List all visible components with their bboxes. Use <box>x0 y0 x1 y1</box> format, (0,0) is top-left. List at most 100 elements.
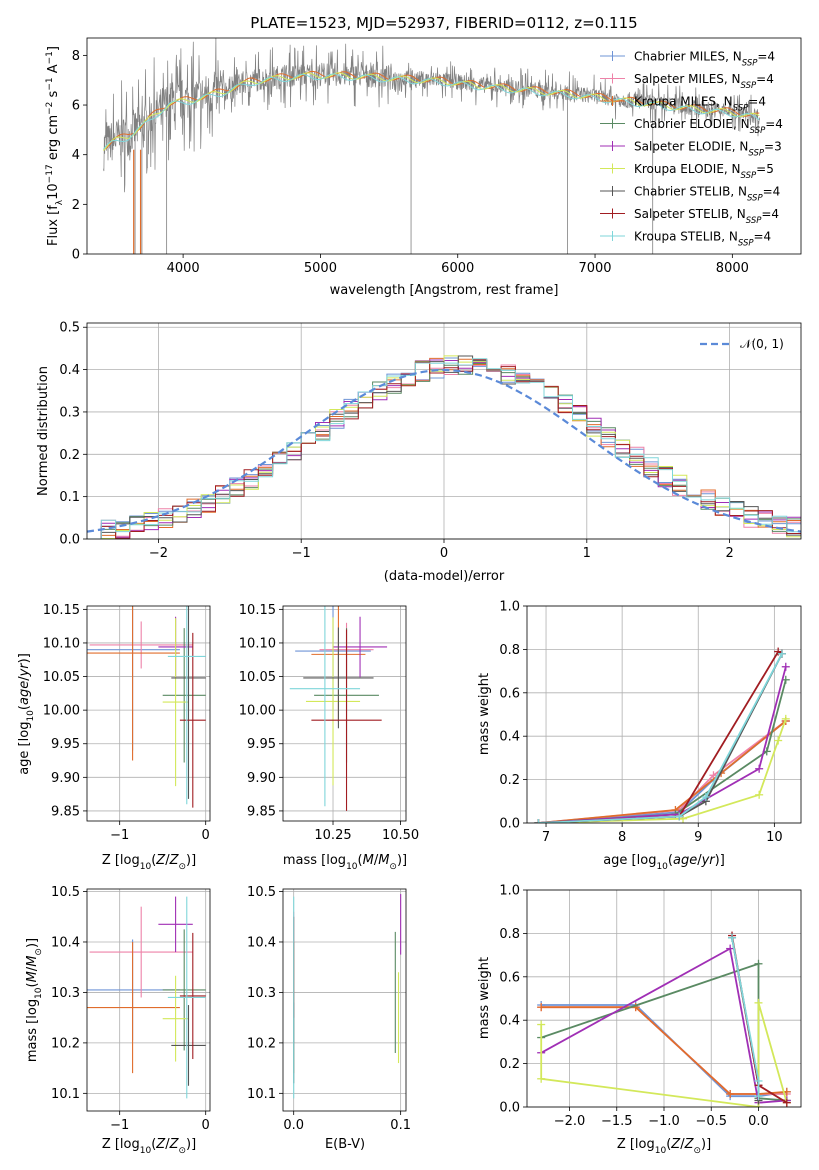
legend-entry-part: =4 <box>756 72 774 86</box>
x-axis-label-part: )] <box>397 853 407 868</box>
x-tick-label: −2 <box>149 546 168 561</box>
x-tick-label: 2 <box>725 546 733 561</box>
y-axis-label: mass weight <box>477 673 492 755</box>
legend-entry-part: Chabrier STELIB, N <box>634 185 747 199</box>
x-axis-label-part: Z <box>155 1137 166 1152</box>
grid-layer <box>87 323 801 1111</box>
x-tick-label: −1.0 <box>648 1114 680 1129</box>
y-axis-label-part: M <box>25 956 40 967</box>
x-tick-label: −0.5 <box>695 1114 727 1129</box>
legend-entry: 𝒩(0, 1) <box>740 337 784 351</box>
y-tick-label: 0.8 <box>499 927 520 942</box>
y-tick-label: 9.90 <box>51 771 80 786</box>
y-tick-label: 10.2 <box>247 1036 276 1051</box>
y-tick-label: 0.6 <box>499 686 520 701</box>
y-tick-label: 0.1 <box>59 490 80 505</box>
y-tick-label: 1.0 <box>499 884 520 899</box>
y-axis-label-part: yr <box>17 662 32 678</box>
legend-entry-part: SSP <box>733 104 749 114</box>
y-axis-label-part: 10 <box>34 987 44 999</box>
y-tick-label: 9.90 <box>247 771 276 786</box>
y-axis-label-part: −2 <box>45 102 55 115</box>
x-axis-label-part: Z [log <box>617 1137 655 1152</box>
y-axis-label-part: λ <box>55 199 65 205</box>
x-tick-label: 8000 <box>716 261 749 276</box>
y-axis-label-part: ( <box>25 982 40 987</box>
legend-entry-part: Chabrier ELODIE, N <box>634 117 750 131</box>
axes-frame <box>526 605 802 824</box>
x-tick-label: 0.0 <box>748 1114 769 1129</box>
x-tick-label: 0 <box>202 1118 210 1133</box>
x-axis-label-part: )] <box>715 853 725 868</box>
axes-frame <box>282 888 407 1112</box>
legend-entry-part: SSP <box>741 81 757 91</box>
y-axis-label-part: ⊙ <box>34 948 44 956</box>
series-line <box>538 718 787 823</box>
x-axis-label-part: )] <box>186 853 196 868</box>
y-axis-label: Flux [fλ10−17 erg cm−2 s−1 A−1] <box>45 46 65 246</box>
x-axis-label-part: ( <box>668 853 673 868</box>
x-tick-label: −1 <box>292 546 311 561</box>
x-axis-label: Z [log10(Z/Z⊙)] <box>102 1137 196 1156</box>
x-axis-label-part: / <box>697 853 702 868</box>
legend-entry: Salpeter MILES, NSSP=4 <box>634 72 774 91</box>
axes-layer <box>83 37 802 1115</box>
y-tick-label: 10.4 <box>247 935 276 950</box>
legend-entry-part: Salpeter STELIB, N <box>634 207 746 221</box>
histogram-step <box>87 358 801 539</box>
x-tick-label: 1 <box>583 546 591 561</box>
legend-entry-part: Kroupa STELIB, N <box>634 230 738 244</box>
x-tick-label: 10.25 <box>314 828 351 843</box>
legend-entry-part: SSP <box>746 216 762 226</box>
y-axis-label: Normed distribution <box>36 366 51 496</box>
x-axis-label-part: Z [log <box>102 853 140 868</box>
x-axis-label-part: / <box>680 1137 685 1152</box>
model-fit-line <box>103 70 760 151</box>
legend-entry: Salpeter STELIB, NSSP=4 <box>634 207 779 226</box>
legend-entry-part: =4 <box>754 230 772 244</box>
x-tick-label: 10.50 <box>382 828 419 843</box>
legend-entry: Kroupa MILES, NSSP=4 <box>634 95 766 114</box>
y-axis-label: age [log10(age/yr)] <box>17 653 36 775</box>
x-axis-label-part: age <box>673 853 697 868</box>
y-tick-label: 1.0 <box>499 600 520 615</box>
x-axis-label-part: / <box>374 853 379 868</box>
y-tick-label: 0.4 <box>499 730 520 745</box>
legend-entry-part: Chabrier MILES, N <box>634 50 742 64</box>
data-layer <box>87 38 801 1107</box>
y-tick-label: 10.1 <box>247 1087 276 1102</box>
y-axis-label-part: M <box>25 971 40 982</box>
y-tick-label: 10.2 <box>51 1036 80 1051</box>
y-axis-label-part: erg cm <box>46 115 61 164</box>
x-axis-label: Z [log10(Z/Z⊙)] <box>102 853 196 872</box>
y-tick-label: 10.3 <box>51 986 80 1001</box>
x-axis-label-part: / <box>165 853 170 868</box>
x-tick-label: 0.1 <box>390 1118 411 1133</box>
x-axis-label-part: ⊙ <box>178 1146 186 1156</box>
x-tick-label: 0.0 <box>283 1118 304 1133</box>
legend-entry-part: SSP <box>748 149 764 159</box>
legend-entry-part: SSP <box>738 239 754 249</box>
y-tick-label: 0.2 <box>499 773 520 788</box>
x-axis-label: age [log10(age/yr)] <box>603 853 725 872</box>
legend-entry-part: =4 <box>763 185 781 199</box>
legend-entry: Kroupa ELODIE, NSSP=5 <box>634 162 774 181</box>
plot-area-age_vs_Z <box>87 606 206 808</box>
legend-entry: Chabrier STELIB, NSSP=4 <box>634 185 780 204</box>
x-tick-label: 7000 <box>578 261 611 276</box>
x-tick-label: −1.5 <box>601 1114 633 1129</box>
y-tick-label: 10.00 <box>239 704 276 719</box>
plot-area-mass_vs_Z <box>87 896 206 1099</box>
legend-entry-part: SSP <box>750 126 766 136</box>
y-axis-label-part: mass [log <box>25 999 40 1062</box>
series-line <box>538 650 783 823</box>
x-axis-label-part: 10 <box>655 1146 667 1156</box>
y-tick-label: 10.05 <box>239 670 276 685</box>
legend-entry: Salpeter ELODIE, NSSP=3 <box>634 140 782 159</box>
y-tick-label: 10.05 <box>43 670 80 685</box>
series-line <box>540 947 787 1104</box>
x-axis-label: E(B-V) <box>325 1137 365 1152</box>
x-axis-label-part: ⊙ <box>389 862 397 872</box>
x-axis-label-part: ⊙ <box>693 1146 701 1156</box>
